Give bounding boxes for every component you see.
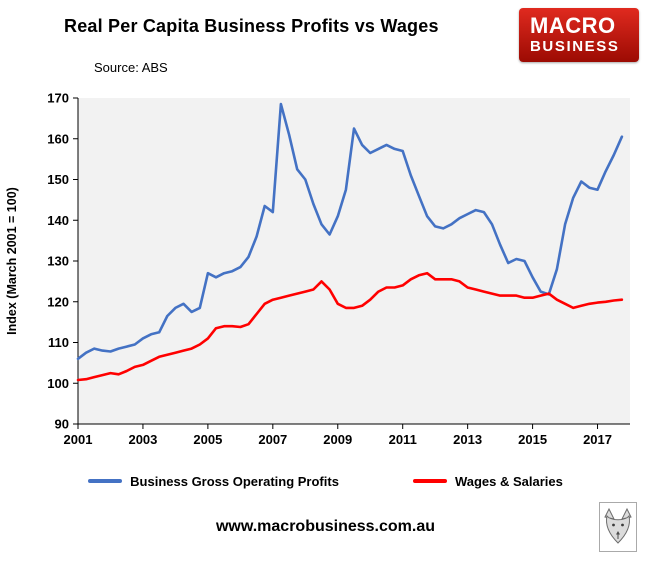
legend-swatch-wages (412, 479, 447, 483)
legend-label-profits: Business Gross Operating Profits (130, 473, 339, 489)
x-tick-label: 2005 (193, 432, 222, 447)
line-chart: 90 100 110 120 130 140 150 160 170 2001 2003 2005 20… (5, 91, 630, 447)
legend-item-wages: Wages & Salaries (412, 473, 563, 489)
y-tick-label: 130 (47, 254, 69, 269)
y-tick-label: 160 (47, 131, 69, 146)
wolf-icon (604, 507, 632, 544)
legend-label-wages: Wages & Salaries (454, 473, 563, 489)
y-tick-label: 170 (47, 91, 69, 106)
logo-text-macro: MACRO (530, 13, 616, 38)
y-axis-title: Index (March 2001 = 100) (5, 187, 19, 335)
legend-swatch-profits (88, 479, 123, 483)
logo-text-business: BUSINESS (530, 38, 620, 55)
website-url: www.macrobusiness.com.au (215, 518, 436, 535)
macrobusiness-logo: MACRO BUSINESS (519, 8, 639, 62)
source-label: Source: ABS (94, 60, 168, 75)
x-tick-label: 2011 (389, 432, 417, 447)
y-tick-label: 110 (48, 335, 69, 350)
x-tick-label: 2003 (128, 432, 157, 447)
page-title: Real Per Capita Business Profits vs Wage… (64, 16, 439, 36)
y-tick-label: 100 (47, 376, 69, 391)
x-tick-label: 2007 (258, 432, 287, 447)
x-tick-label: 2013 (453, 432, 482, 447)
header: Real Per Capita Business Profits vs Wage… (0, 0, 651, 90)
y-tick-label: 140 (47, 213, 69, 228)
x-tick-label: 2001 (64, 432, 93, 447)
series-line-1 (76, 271, 624, 382)
wolf-logo (599, 502, 637, 552)
plot-area (78, 98, 630, 424)
legend-item-profits: Business Gross Operating Profits (88, 474, 339, 489)
x-tick-label: 2015 (518, 432, 547, 447)
y-tick-label: 90 (55, 417, 69, 432)
x-tick-label: 2009 (323, 432, 352, 447)
y-tick-label: 120 (47, 294, 69, 309)
x-tick-label: 2017 (583, 432, 612, 447)
series-line-0 (76, 102, 624, 361)
legend: Business Gross Operating Profits Wages &… (0, 468, 651, 494)
footer: www.macrobusiness.com.au (0, 494, 651, 562)
y-tick-label: 150 (47, 172, 69, 187)
